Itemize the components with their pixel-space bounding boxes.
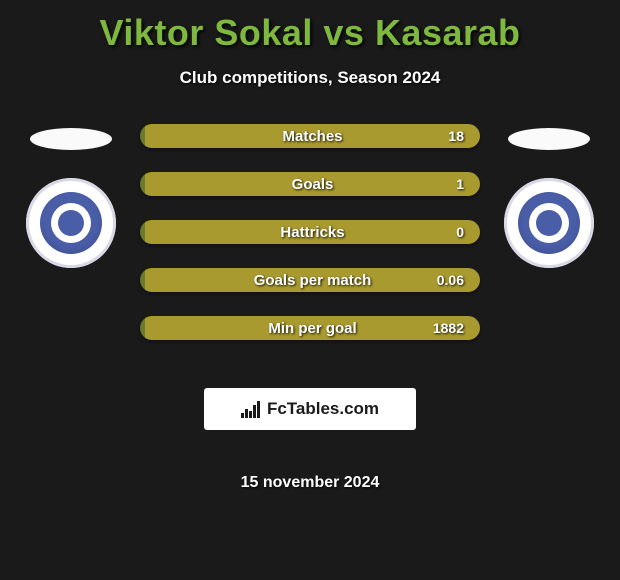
date: 15 november 2024: [241, 474, 380, 492]
stat-bar-goals: Goals 1: [140, 172, 480, 196]
stat-label: Goals per match: [254, 272, 372, 289]
content-row: Matches 18 Goals 1 Hattricks 0: [0, 124, 620, 492]
club-crest-right: [504, 178, 594, 268]
stat-right-fill: Goals per match 0.06: [145, 268, 480, 292]
comparison-card: Viktor Sokal vs Kasarab Club competition…: [0, 0, 620, 492]
title: Viktor Sokal vs Kasarab: [99, 12, 520, 54]
stat-right-fill: Hattricks 0: [145, 220, 480, 244]
stat-label: Min per goal: [268, 320, 356, 337]
club-crest-left: [26, 178, 116, 268]
player-left: [16, 124, 126, 268]
stat-value: 0.06: [437, 272, 464, 288]
stat-label: Matches: [282, 128, 342, 145]
stat-value: 18: [448, 128, 464, 144]
crest-inner-icon: [518, 192, 580, 254]
stat-bar-hattricks: Hattricks 0: [140, 220, 480, 244]
stat-right-fill: Matches 18: [145, 124, 480, 148]
subtitle: Club competitions, Season 2024: [180, 68, 441, 88]
player-right: [494, 124, 604, 268]
stat-bar-goals-per-match: Goals per match 0.06: [140, 268, 480, 292]
chart-icon: [241, 400, 263, 418]
stats-column: Matches 18 Goals 1 Hattricks 0: [140, 124, 480, 492]
stat-value: 0: [456, 224, 464, 240]
stat-right-fill: Goals 1: [145, 172, 480, 196]
stat-bar-min-per-goal: Min per goal 1882: [140, 316, 480, 340]
stat-right-fill: Min per goal 1882: [145, 316, 480, 340]
stat-label: Hattricks: [280, 224, 344, 241]
stat-label: Goals: [292, 176, 334, 193]
stat-bar-matches: Matches 18: [140, 124, 480, 148]
branding-badge: FcTables.com: [204, 388, 416, 430]
stat-value: 1882: [433, 320, 464, 336]
player-silhouette-right: [508, 128, 590, 150]
player-silhouette-left: [30, 128, 112, 150]
crest-inner-icon: [40, 192, 102, 254]
branding-text: FcTables.com: [267, 399, 379, 419]
stat-value: 1: [456, 176, 464, 192]
